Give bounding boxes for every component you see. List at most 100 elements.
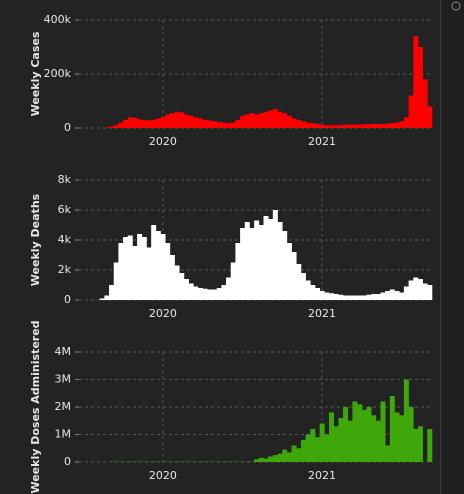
bar	[352, 124, 358, 128]
y-title-group: Weekly Cases	[29, 31, 42, 116]
bar	[174, 111, 180, 128]
bar	[343, 124, 349, 128]
bar	[413, 277, 419, 300]
bar	[197, 118, 203, 128]
bar	[389, 396, 395, 462]
bar	[352, 401, 358, 462]
bar	[399, 415, 405, 462]
bar	[329, 293, 335, 300]
y-axis-title: Weekly Doses Administered	[29, 320, 42, 493]
bar	[244, 114, 250, 128]
bar	[230, 122, 236, 128]
y-axis-title: Weekly Deaths	[29, 193, 42, 286]
bar	[338, 125, 344, 128]
bar	[141, 237, 147, 300]
bar	[188, 115, 194, 128]
bar	[389, 289, 395, 300]
bar	[99, 298, 105, 300]
bar	[413, 36, 419, 129]
bar	[314, 123, 320, 128]
bar	[258, 225, 264, 300]
bar	[319, 291, 325, 300]
bar	[300, 121, 306, 128]
bar	[408, 95, 414, 128]
bar	[403, 286, 409, 300]
bar	[361, 409, 367, 462]
bar	[141, 119, 147, 128]
bar	[254, 220, 260, 300]
bar	[338, 418, 344, 462]
y-tick-label: 1M	[55, 428, 72, 441]
bar	[277, 222, 283, 300]
bar	[291, 118, 297, 128]
x-tick-label: 2021	[308, 307, 336, 320]
bar	[268, 110, 274, 128]
bar	[137, 119, 143, 128]
bar	[160, 117, 166, 128]
bar	[202, 119, 208, 128]
bar	[254, 459, 260, 462]
bar	[286, 115, 292, 128]
bar	[272, 109, 278, 128]
bar	[417, 426, 423, 462]
y-tick-label: 4M	[55, 345, 72, 358]
bar	[174, 265, 180, 300]
y-tick-label: 400k	[44, 13, 72, 26]
bar	[296, 264, 302, 300]
bar	[324, 125, 330, 128]
bar	[338, 294, 344, 300]
bar	[343, 407, 349, 462]
bar	[132, 246, 138, 300]
close-icon[interactable]	[451, 1, 461, 11]
bar	[394, 291, 400, 300]
bar	[380, 123, 386, 128]
x-tick-label: 2020	[149, 135, 177, 148]
bar	[305, 122, 311, 128]
y-tick-label: 3M	[55, 373, 72, 386]
bar	[263, 458, 269, 462]
bar	[151, 119, 157, 128]
bar	[366, 294, 372, 300]
x-tick-label: 2020	[149, 307, 177, 320]
x-tick-label: 2021	[308, 135, 336, 148]
bar	[118, 122, 124, 128]
bar	[221, 122, 227, 128]
bar	[399, 121, 405, 128]
bar	[254, 114, 260, 128]
bar	[113, 125, 119, 128]
bar	[258, 457, 264, 462]
y-title-group: Weekly Deaths	[29, 193, 42, 286]
bar	[123, 237, 129, 300]
bar	[109, 285, 115, 300]
bar	[132, 117, 138, 128]
bar	[127, 235, 133, 300]
bar	[179, 112, 185, 128]
bar	[291, 252, 297, 300]
bar	[240, 228, 246, 300]
bar	[366, 407, 372, 462]
bar	[310, 429, 316, 462]
bar	[286, 452, 292, 462]
bar	[375, 294, 381, 300]
bar	[169, 255, 175, 300]
bar	[296, 119, 302, 128]
bar	[427, 429, 433, 462]
bar	[417, 47, 423, 128]
bar	[165, 243, 171, 300]
bar	[183, 279, 189, 300]
bar	[240, 115, 246, 128]
x-tick-label: 2021	[308, 469, 336, 482]
y-title-group: Weekly Doses Administered	[29, 320, 42, 493]
bar	[403, 117, 409, 128]
bar	[361, 124, 367, 128]
bar	[314, 437, 320, 462]
bar	[104, 295, 110, 300]
bar	[268, 456, 274, 462]
bar	[268, 219, 274, 300]
bar	[207, 289, 213, 300]
bar	[155, 118, 161, 128]
bar	[221, 285, 227, 300]
bar	[417, 279, 423, 300]
bar	[244, 222, 250, 300]
